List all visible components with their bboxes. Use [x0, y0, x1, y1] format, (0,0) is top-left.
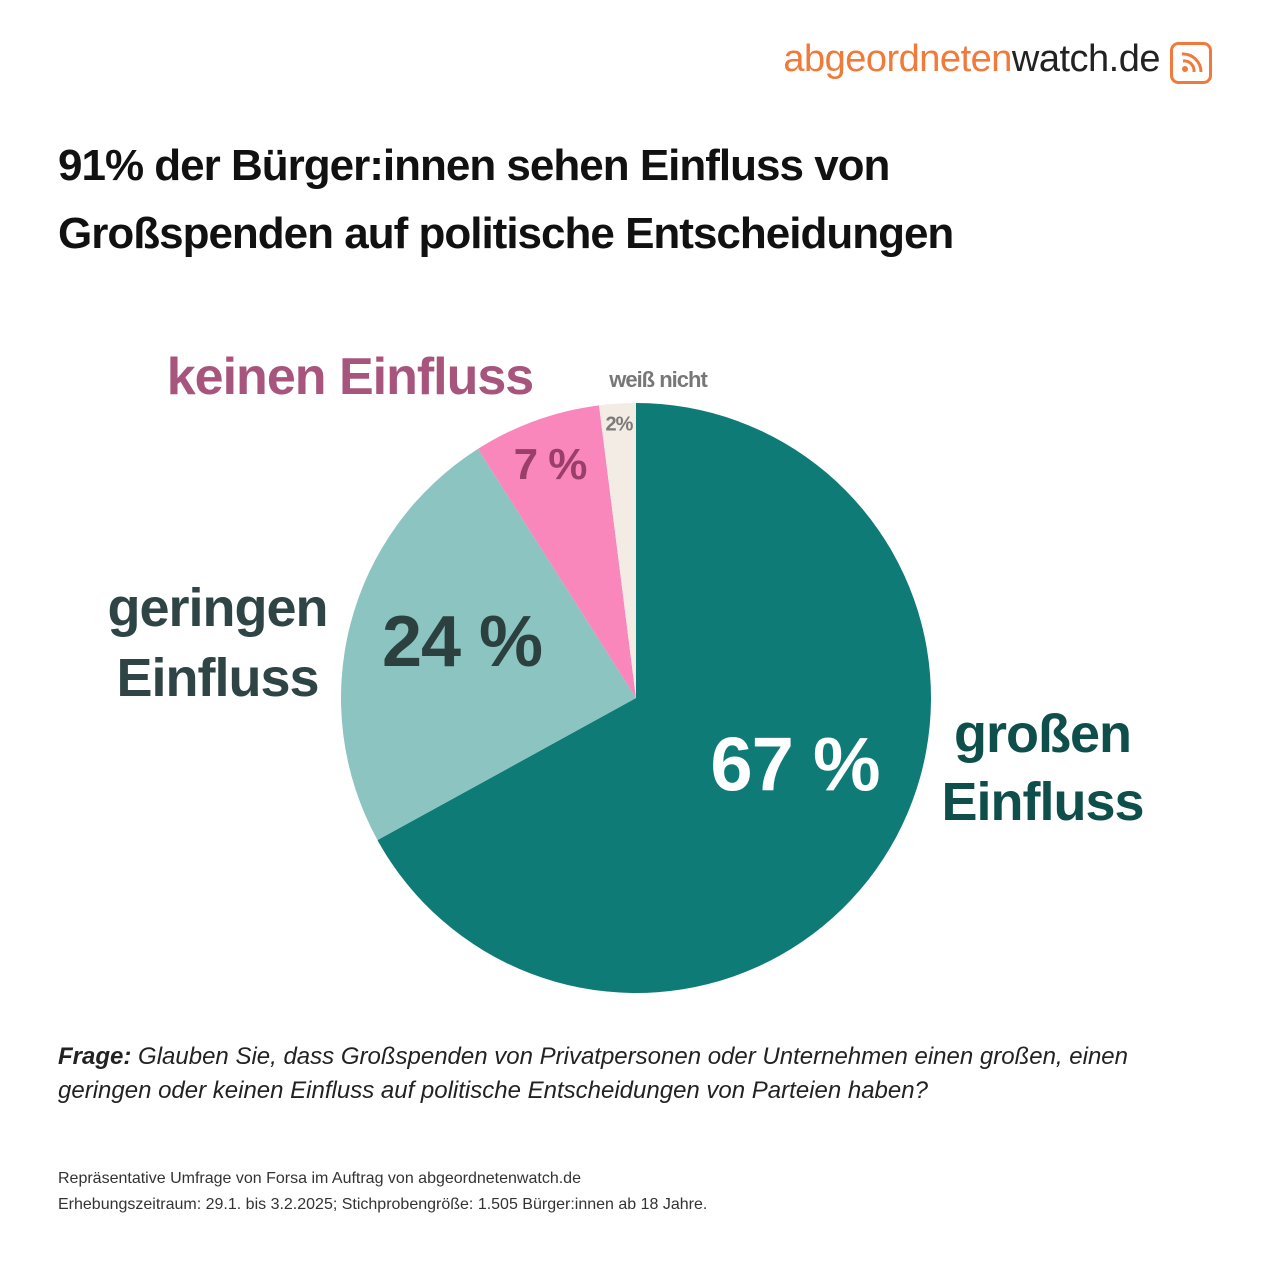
category-label: geringen Einfluss	[107, 578, 328, 708]
logo-text: watch.de	[1011, 38, 1161, 80]
category-label: großen Einfluss	[941, 704, 1144, 832]
question-text: Glauben Sie, dass Großspenden von Privat…	[58, 1043, 1128, 1104]
pie-slice	[341, 448, 636, 841]
question-label: Frage:	[58, 1043, 132, 1070]
note: Erhebungszeitraum: 29.1. bis 3.2.2025; S…	[58, 1196, 708, 1213]
value-label: 2%	[605, 413, 634, 436]
question: Frage: Glauben Sie, dass Großspenden von…	[58, 1040, 1228, 1108]
value-label: 7 %	[513, 440, 588, 489]
value-label: 67 %	[710, 722, 880, 808]
note: Repräsentative Umfrage von Forsa im Auft…	[58, 1170, 581, 1187]
category-label: keinen Einfluss	[166, 348, 534, 406]
pie-slice	[477, 405, 636, 698]
logo: abgeordnetenwatch.de	[783, 38, 1160, 81]
value-label: 24 %	[381, 602, 543, 682]
chart-title: 91% der Bürger:innen sehen Einfluss von …	[58, 141, 954, 258]
logo-text: abgeordneten	[783, 38, 1012, 80]
pie-slice	[599, 403, 636, 698]
category-label: weiß nicht	[609, 367, 708, 392]
pie-slice	[377, 403, 932, 993]
logo-icon	[1170, 42, 1212, 84]
